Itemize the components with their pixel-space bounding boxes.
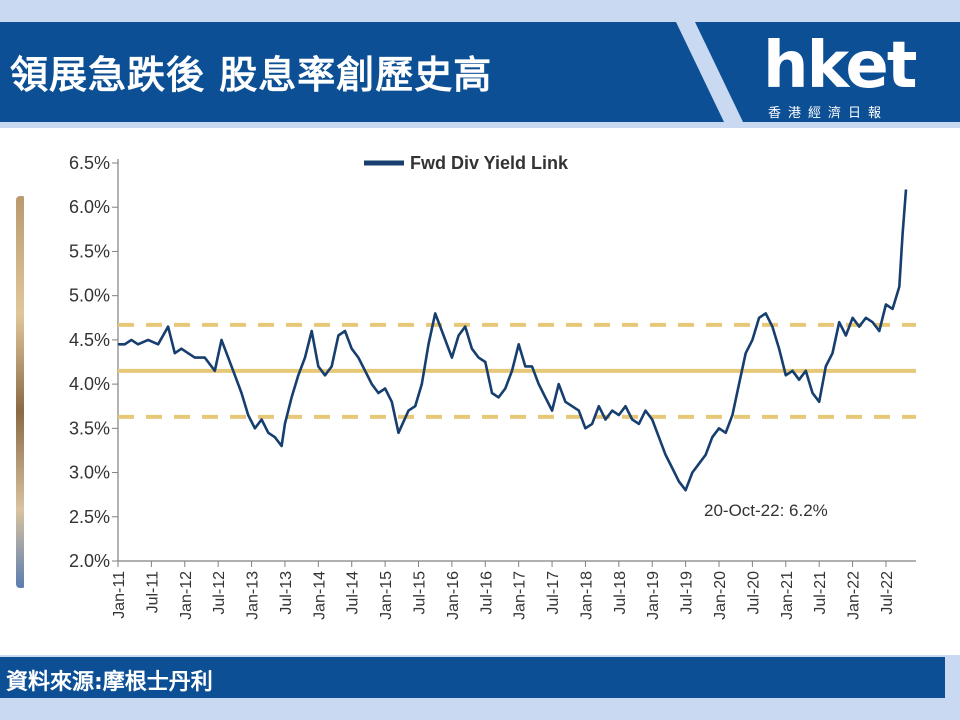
x-tick-label: Jul-22 — [879, 571, 896, 615]
x-tick-label: Jan-11 — [111, 571, 128, 619]
header: 領展急跌後 股息率創歷史高 hket 香港經濟日報 — [0, 22, 960, 122]
x-tick-label: Jan-12 — [178, 571, 195, 620]
x-tick-label: Jan-19 — [645, 571, 662, 620]
series-line-fwd-div-yield — [118, 189, 908, 492]
x-tick-label: Jan-16 — [445, 571, 462, 620]
chart: 6.5% 6.0% 5.5% 5.0% 4.5% 4.0% 3.5% 3.0% 2.5% 2.0%… — [24, 142, 942, 650]
source-text: 資料來源:摩根士丹利 — [6, 670, 213, 695]
x-tick-label: Jan-13 — [245, 571, 262, 620]
legend-label: Fwd Div Yield Link — [410, 153, 569, 173]
background-photo-strip — [16, 196, 26, 588]
y-tick-label: 2.5% — [69, 507, 110, 527]
page-title: 領展急跌後 股息率創歷史高 — [10, 53, 493, 97]
x-tick-label: Jan-21 — [779, 571, 796, 620]
x-tick-label: Jan-17 — [512, 571, 529, 620]
title-bar: 領展急跌後 股息率創歷史高 — [0, 22, 724, 122]
annotation-text: 20-Oct-22: 6.2% — [704, 501, 828, 520]
x-tick-label: Jul-12 — [211, 571, 228, 615]
x-tick-label: Jul-13 — [278, 571, 295, 615]
x-tick-label: Jan-15 — [378, 571, 395, 620]
x-tick-label: Jan-20 — [712, 571, 729, 620]
hket-logo-subtitle: 香港經濟日報 — [768, 106, 889, 121]
y-tick-label: 5.0% — [69, 286, 110, 306]
y-tick-label: 6.0% — [69, 197, 110, 217]
hket-logo: hket — [763, 29, 917, 103]
y-tick-label: 4.5% — [69, 330, 110, 350]
x-tick-label: Jul-16 — [478, 571, 495, 615]
x-tick-label: Jul-18 — [612, 571, 629, 615]
x-tick-label: Jul-19 — [679, 571, 696, 615]
y-tick-label: 3.0% — [69, 463, 110, 483]
x-tick-label: Jul-14 — [345, 571, 362, 615]
footer-bar: 資料來源:摩根士丹利 — [0, 657, 945, 698]
x-tick-label: Jul-21 — [812, 571, 829, 615]
y-tick-label: 2.0% — [69, 551, 110, 571]
x-tick-label: Jul-20 — [745, 571, 762, 615]
y-tick-label: 3.5% — [69, 418, 110, 438]
chart-background — [24, 142, 942, 650]
y-tick-label: 4.0% — [69, 374, 110, 394]
x-tick-label: Jan-22 — [846, 571, 863, 620]
y-tick-label: 6.5% — [69, 153, 110, 173]
x-tick-label: Jul-15 — [412, 571, 429, 615]
x-tick-label: Jul-11 — [144, 571, 161, 613]
x-tick-label: Jul-17 — [545, 571, 562, 615]
hket-logo-box — [695, 22, 960, 122]
x-tick-label: Jan-14 — [311, 571, 328, 620]
x-tick-label: Jan-18 — [578, 571, 595, 620]
y-tick-label: 5.5% — [69, 241, 110, 261]
